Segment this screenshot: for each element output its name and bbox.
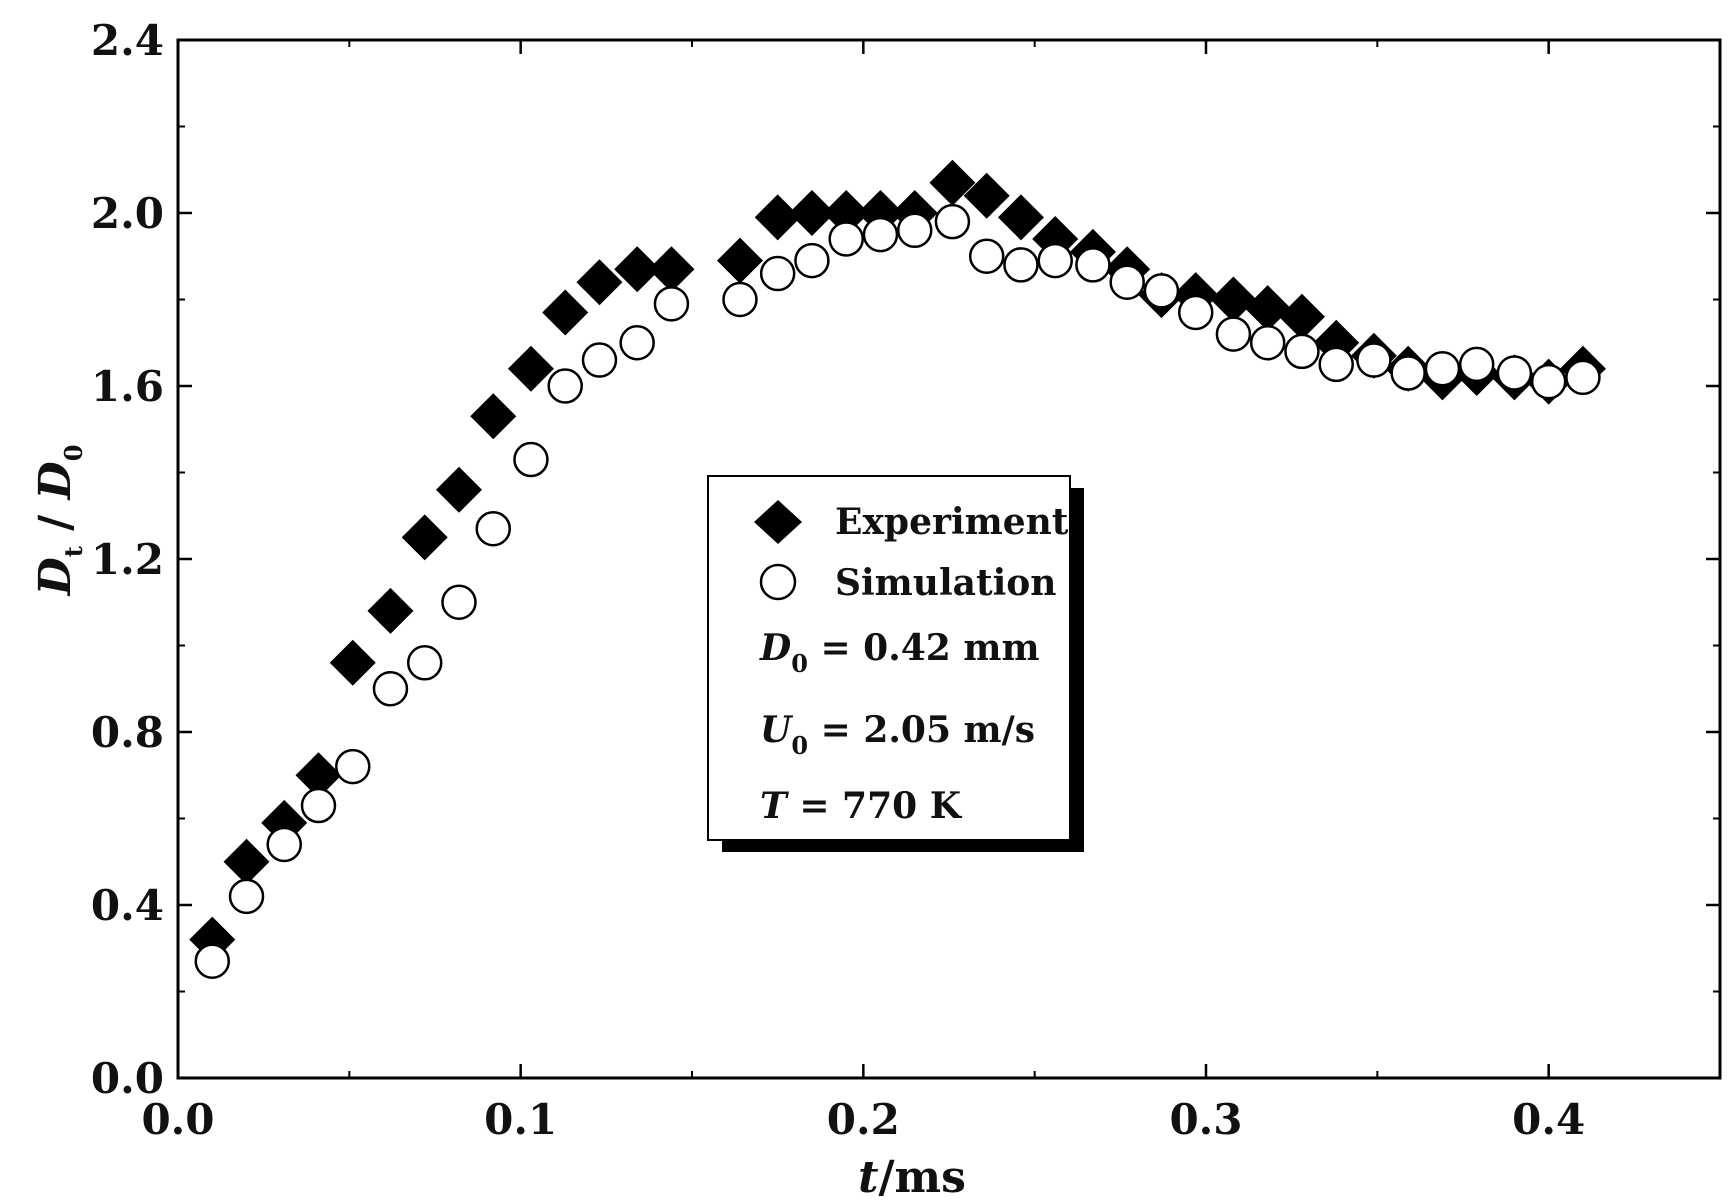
simulation-point [1390,355,1426,391]
experiment-point [1032,215,1079,262]
legend: Experiment Simulation D0 = 0.42 mm U0 = … [707,475,1084,852]
y-axis-title: Dt / D0 [30,445,88,598]
experiment-point [223,838,270,885]
simulation-point [722,281,758,318]
x-axis-title: t/ms [858,1152,966,1203]
y-axis-sub1: t [59,546,88,557]
simulation-point [1249,325,1286,361]
simulation-point [794,242,830,279]
experiment-point [435,466,482,513]
y-tick-label: 1.6 [91,362,164,411]
experiment-point [997,194,1044,241]
y-axis-separator: / [30,499,81,546]
simulation-point [828,221,864,257]
experiment-point [754,194,801,241]
experiment-point [367,587,414,634]
legend-box [707,475,1071,841]
x-tick-label: 0.2 [827,1095,900,1144]
simulation-point [335,748,371,785]
x-tick-label: 0.4 [1512,1095,1585,1144]
experiment-point [401,514,448,561]
simulation-point [1177,294,1214,331]
legend-annotation-u0: U0 = 2.05 m/s [760,709,1035,760]
simulation-point [1037,242,1073,279]
simulation-point [862,216,899,253]
x-tick-label: 0.3 [1169,1095,1242,1144]
simulation-point [266,826,302,863]
experiment-point [614,246,661,293]
x-tick-label: 0.1 [484,1095,557,1144]
series-simulation [194,203,1601,979]
simulation-point [228,878,265,915]
y-axis: 0.0 0.4 0.8 1.2 1.6 2.0 2.4 [91,16,1720,1103]
y-tick-label: 0.8 [91,708,164,757]
legend-circle-icon [759,563,797,601]
experiment-point [823,190,870,236]
simulation-point [1003,247,1039,283]
x-axis-unit: /ms [878,1152,965,1203]
experiment-point [507,345,554,392]
simulation-point [1565,359,1601,396]
simulation-point [1075,247,1111,283]
y-axis-var1: D [30,557,81,597]
simulation-point [896,212,933,249]
experiment-point [295,752,342,799]
experiment-point [929,159,976,206]
x-axis: 0.0 0.1 0.2 0.3 0.4 [141,40,1721,1144]
y-tick-label: 2.0 [91,189,164,238]
experiment-point [963,172,1010,219]
simulation-point [1215,316,1252,352]
legend-annotation-d0: D0 = 0.42 mm [759,627,1040,678]
y-axis-sub2: 0 [59,445,88,462]
simulation-point [194,943,231,979]
simulation-point [1109,264,1145,300]
experiment-point [1210,276,1257,323]
simulation-point [1530,363,1567,400]
simulation-point [1424,350,1461,387]
experiment-point [716,237,763,284]
experiment-point [1278,293,1325,340]
legend-annotation-t: T = 770 K [760,785,963,827]
simulation-point [1356,342,1392,378]
simulation-point [968,238,1005,274]
simulation-point [619,325,655,361]
simulation-point [1458,346,1495,383]
simulation-point [513,441,549,478]
y-tick-label: 2.4 [91,16,164,65]
experiment-point [470,393,517,440]
simulation-point [653,286,690,322]
simulation-point [1318,346,1354,383]
y-tick-label: 0.4 [91,881,164,930]
simulation-point [581,342,618,378]
simulation-point [934,203,971,240]
simulation-point [1284,333,1320,370]
simulation-point [547,368,583,404]
y-axis-var2: D [30,461,81,501]
y-tick-label: 1.2 [91,535,164,584]
experiment-point [648,246,695,293]
legend-entry-simulation: Simulation [835,562,1056,604]
experiment-point [329,639,376,686]
experiment-point [576,259,623,306]
simulation-point [441,584,477,620]
simulation-point [1496,355,1533,391]
simulation-point [300,787,337,824]
experiment-point [1244,285,1291,332]
experiment-point [788,190,835,236]
y-tick-label: 0.0 [91,1054,164,1103]
experiment-point [542,289,589,336]
simulation-point [759,255,796,292]
x-axis-variable: t [858,1152,878,1203]
simulation-point [372,671,409,707]
simulation-point [1143,273,1180,309]
simulation-point [475,510,512,547]
legend-entry-experiment: Experiment [835,501,1069,543]
simulation-point [406,645,443,681]
legend-diamond-icon [754,500,802,544]
x-tick-label: 0.0 [141,1095,214,1144]
